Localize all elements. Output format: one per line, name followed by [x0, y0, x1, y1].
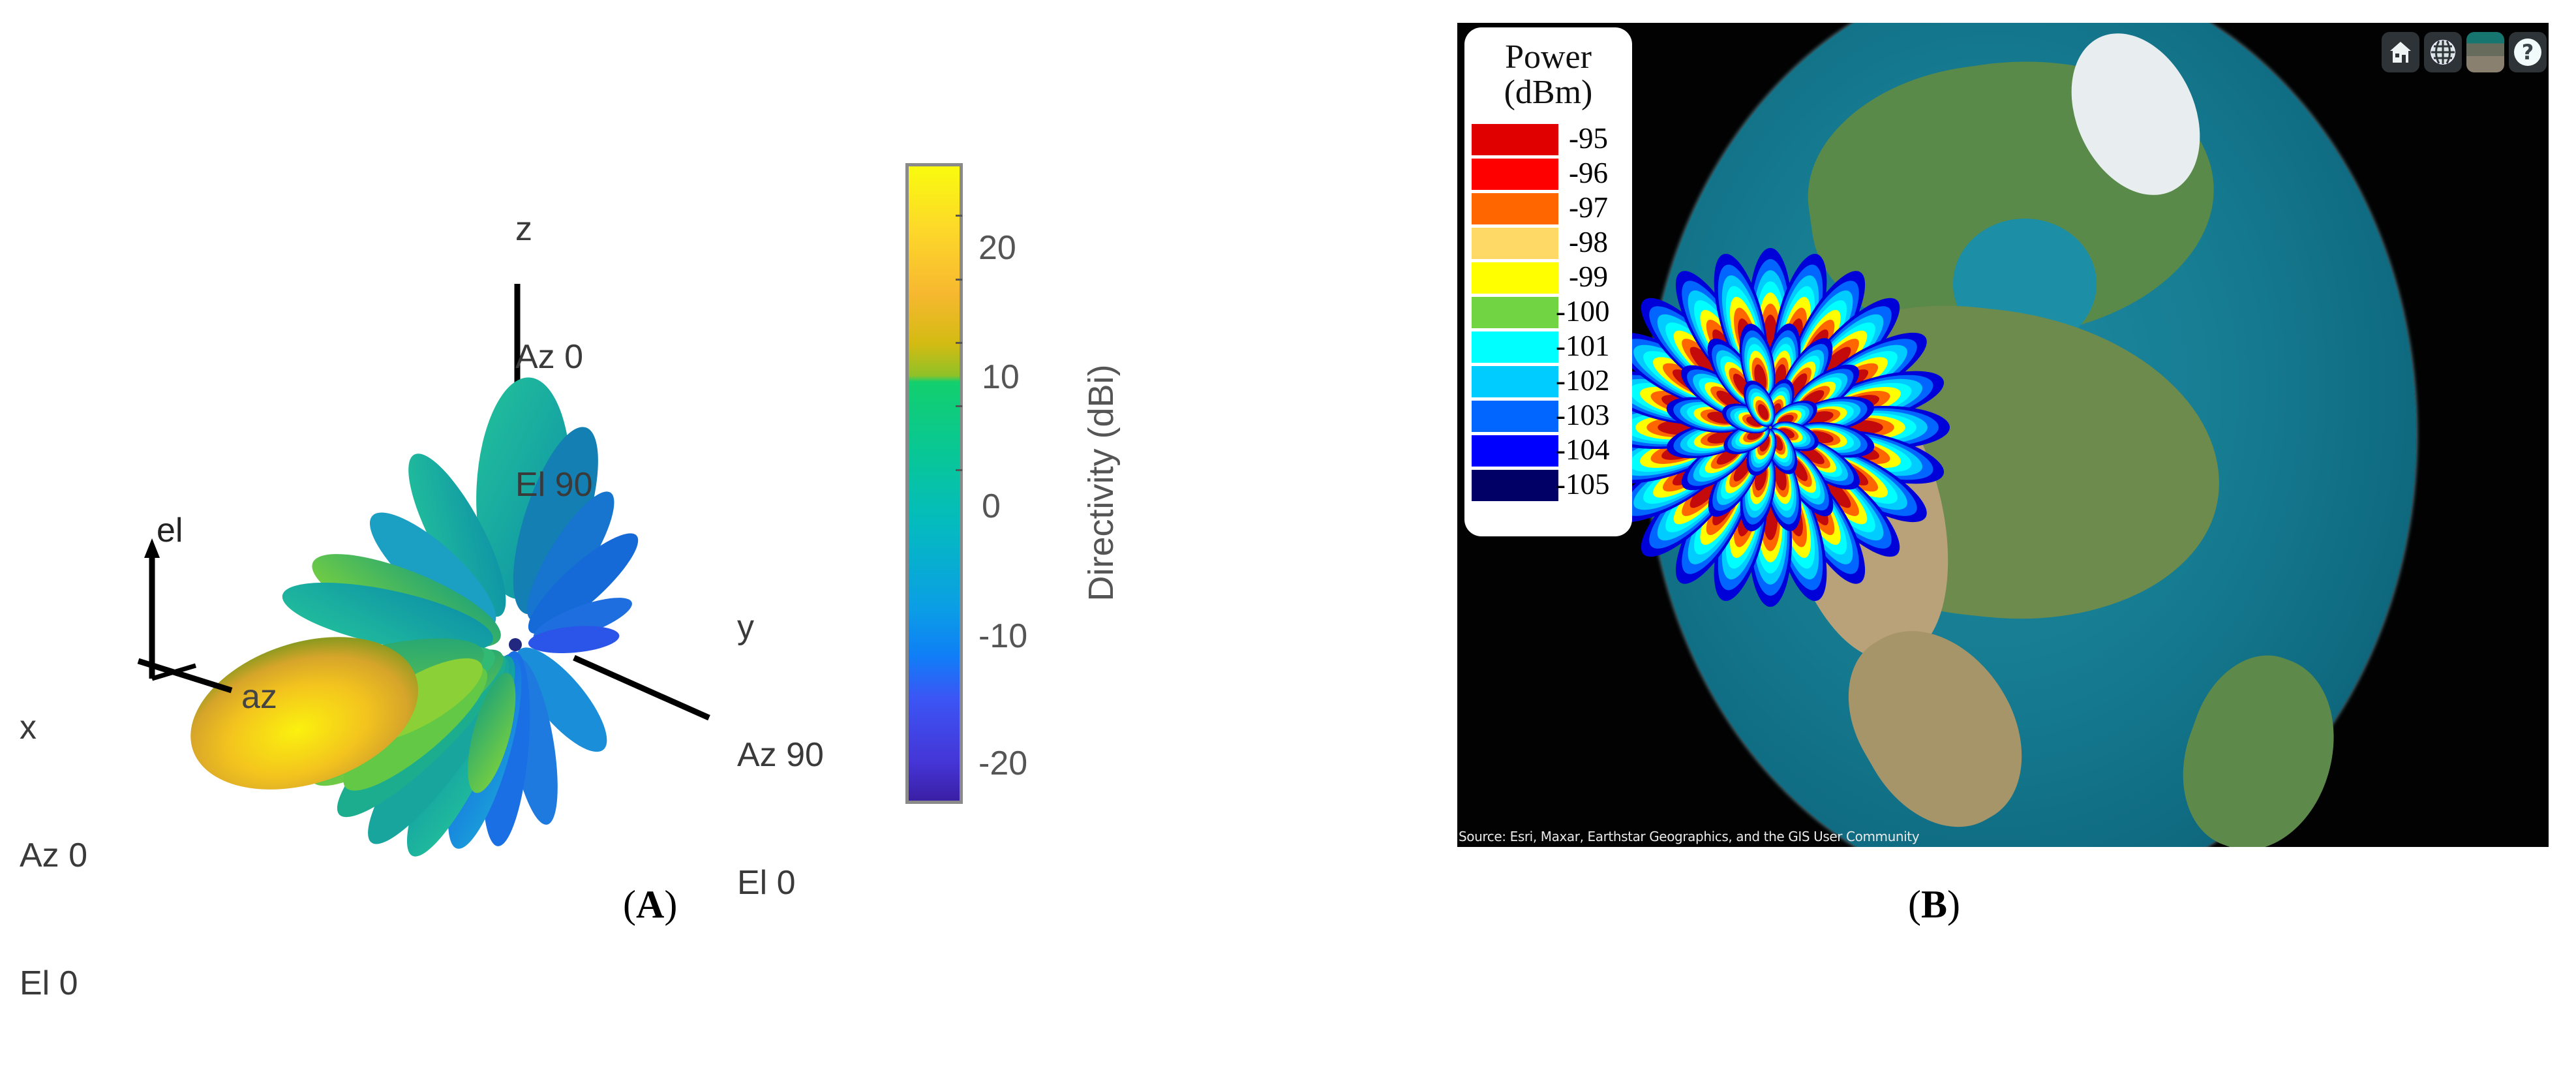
power-legend: Power (dBm) -95 -96 -97 -98 -99 -100 -101 -102-… [1464, 27, 1632, 536]
legend-label: -105 [1556, 468, 1610, 500]
x-axis-az: Az 0 [20, 837, 88, 874]
legend-swatch [1472, 159, 1558, 190]
legend-title: Power [1505, 38, 1592, 76]
help-glyph: ? [2521, 40, 2534, 65]
az-label: az [241, 678, 277, 716]
radiation-pattern-3d [137, 284, 710, 857]
caption-a-letter: A [635, 883, 665, 926]
colorbar-tick-mark [956, 405, 962, 407]
legend-swatch [1472, 470, 1558, 501]
home-button[interactable] [2382, 32, 2419, 72]
az-arrow [137, 658, 233, 694]
legend-unit: (dBm) [1504, 74, 1593, 111]
colorbar-tick-mark [956, 469, 962, 471]
y-axis-el: El 0 [737, 864, 796, 902]
globe-view-button[interactable] [2424, 32, 2462, 72]
x-axis-name: x [20, 709, 37, 746]
legend-swatch [1472, 297, 1558, 328]
colorbar-tick-mark [956, 342, 962, 344]
basemap-button[interactable] [2466, 32, 2504, 72]
z-axis-az: Az 0 [515, 338, 584, 376]
legend-swatch [1472, 228, 1558, 259]
directivity-colorbar [905, 163, 963, 804]
caption-a: (A) [623, 883, 678, 926]
colorbar-tick-mark [956, 279, 962, 281]
help-button[interactable]: ? [2509, 32, 2547, 72]
colorbar-tick-20: 20 [978, 229, 1016, 267]
legend-swatch [1472, 331, 1558, 363]
z-axis-label: z Az 0 El 90 [515, 121, 593, 592]
help-icon [2514, 38, 2541, 66]
legend-label: -96 [1569, 157, 1608, 189]
legend-label: -101 [1556, 330, 1610, 362]
legend-swatch [1472, 435, 1558, 467]
legend-label: -97 [1569, 191, 1608, 224]
legend-swatch [1472, 262, 1558, 294]
legend-label: -98 [1569, 226, 1608, 258]
legend-swatch [1472, 193, 1558, 224]
beam-coverage-overlay [1591, 248, 1950, 607]
legend-label: -103 [1556, 399, 1610, 431]
map-attribution: Source: Esri, Maxar, Earthstar Geographi… [1459, 829, 1920, 844]
legend-swatch [1472, 124, 1558, 155]
panel-b-coverage-map: Power (dBm) -95 -96 -97 -98 -99 -100 -101 -102-… [1457, 23, 2549, 847]
panel-a-directivity-plot: z Az 0 El 90 y Az 90 El 0 x Az 0 El 0 el… [0, 0, 1305, 1002]
el-label: el [157, 512, 183, 549]
colorbar-tick-10: 10 [982, 358, 1020, 396]
legend-label: -104 [1556, 433, 1610, 466]
legend-label: -100 [1556, 295, 1610, 328]
x-axis-label: x Az 0 El 0 [20, 620, 87, 1091]
colorbar-tick-0: 0 [982, 487, 1001, 525]
y-axis-name: y [737, 608, 754, 646]
home-icon [2390, 42, 2411, 63]
colorbar-tick-minus10: -10 [978, 617, 1028, 655]
colorbar-tick-minus20: -20 [978, 745, 1028, 782]
y-axis-az: Az 90 [737, 736, 824, 774]
legend-swatch [1472, 366, 1558, 397]
z-axis-el: El 90 [515, 466, 593, 504]
legend-label: -102 [1556, 364, 1610, 397]
z-axis-name: z [515, 210, 532, 248]
globe-icon [2431, 40, 2455, 65]
colorbar-label: Directivity (dBi) [1082, 364, 1121, 602]
y-axis-line [573, 654, 710, 721]
legend-label: -95 [1569, 122, 1608, 155]
colorbar-tick-mark [956, 215, 962, 217]
caption-b: (B) [1908, 883, 1960, 926]
y-axis-label: y Az 90 El 0 [737, 519, 824, 991]
legend-swatch [1472, 401, 1558, 432]
el-arrowhead-icon [144, 538, 160, 558]
caption-b-letter: B [1920, 883, 1948, 926]
x-axis-el: El 0 [20, 964, 78, 1002]
legend-label: -99 [1569, 260, 1608, 293]
